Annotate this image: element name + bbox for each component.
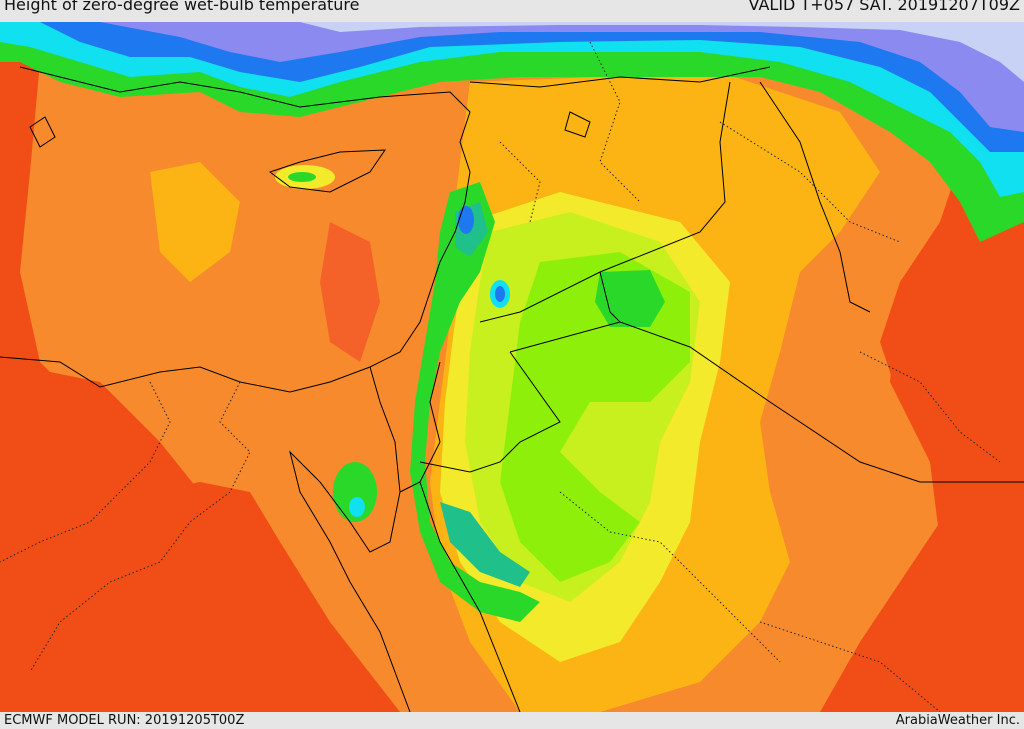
golan-blue-spot [495,286,505,302]
province-borders [0,41,1001,712]
sinai-green-spot [333,462,377,522]
lebanon-blue-spot [458,206,474,234]
amber-streak-west [150,162,240,282]
north-periwinkle-band [100,22,1024,132]
credit-label: ArabiaWeather Inc. [895,713,1020,728]
valid-time: VALID T+057 SAT. 20191207T09Z [748,0,1020,14]
sinai-cyan-spot [349,497,365,517]
egypt-red [0,362,360,712]
model-run-label: ECMWF MODEL RUN: 20191205T00Z [4,713,245,728]
footer-bar: ECMWF MODEL RUN: 20191205T00Z ArabiaWeat… [0,712,1024,729]
north-lavender-band [300,22,1024,82]
light-green-region [500,252,690,582]
central-med-red [320,222,380,362]
map-canvas [0,22,1024,712]
title-bar: Height of zero-degree wet-bulb temperatu… [0,0,1024,22]
coastlines [0,66,871,712]
map-title: Height of zero-degree wet-bulb temperatu… [4,0,360,14]
green-blob-east [595,270,665,327]
hejaz-teal [440,502,530,587]
weather-map [0,22,1024,712]
gulf-red [860,272,1024,712]
levant-green-strip [410,182,540,622]
cyprus-green [288,172,316,182]
country-borders [419,66,1024,483]
